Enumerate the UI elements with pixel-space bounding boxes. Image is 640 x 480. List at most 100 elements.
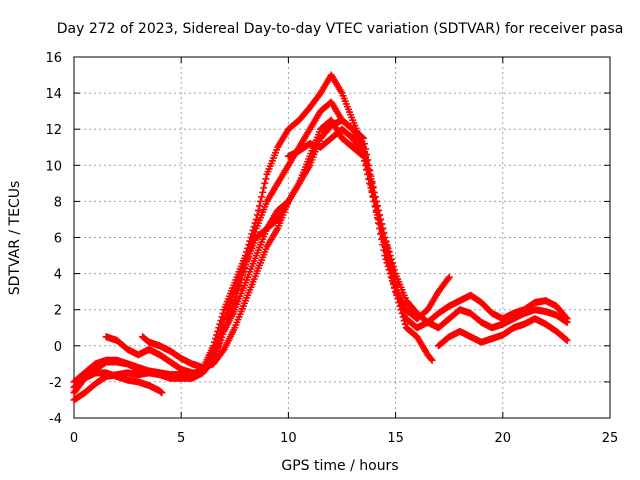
y-tick-label: 16: [45, 51, 62, 66]
data-point: [427, 355, 435, 363]
data-point: [235, 282, 243, 290]
y-axis-label: SDTVAR / TECUs: [7, 181, 23, 296]
data-point: [365, 175, 373, 183]
data-point: [362, 145, 370, 153]
data-point: [396, 302, 404, 310]
data-point: [362, 161, 370, 169]
data-point: [254, 206, 262, 214]
data-point: [380, 229, 388, 237]
data-point: [218, 330, 226, 338]
data-point: [219, 327, 227, 335]
data-point: [398, 309, 406, 317]
data-point: [233, 289, 241, 297]
series-track-5: [102, 116, 571, 377]
data-point: [214, 343, 222, 351]
y-tick-label: 4: [54, 268, 62, 283]
data-point: [376, 211, 384, 219]
data-point: [389, 279, 397, 287]
data-point: [445, 273, 453, 281]
x-tick-label: 20: [495, 431, 512, 446]
data-point: [377, 215, 385, 223]
data-point: [397, 306, 405, 314]
data-point: [258, 193, 266, 201]
data-point: [251, 228, 259, 236]
y-tick-label: -4: [49, 412, 62, 427]
data-point: [381, 234, 389, 241]
data-point: [368, 188, 376, 196]
y-tick-label: 14: [45, 87, 62, 102]
y-tick-label: -2: [49, 376, 62, 391]
x-tick-label: 10: [280, 431, 297, 446]
data-point: [388, 259, 396, 267]
data-point: [215, 340, 223, 348]
data-point: [358, 133, 366, 141]
data-point: [379, 224, 387, 232]
data-point: [231, 297, 239, 305]
chart-title: Day 272 of 2023, Sidereal Day-to-day VTE…: [57, 21, 624, 37]
data-point: [260, 184, 268, 192]
data-point: [366, 179, 374, 187]
data-point: [562, 335, 570, 343]
data-point: [158, 389, 166, 397]
data-point: [261, 179, 269, 187]
data-point: [236, 279, 244, 287]
data-point: [361, 140, 369, 148]
x-tick-label: 25: [602, 431, 619, 446]
x-tick-label: 0: [70, 431, 78, 446]
data-point: [394, 295, 402, 303]
data-points: [70, 71, 571, 404]
data-point: [213, 346, 221, 354]
data-point: [234, 286, 242, 294]
data-point: [239, 268, 247, 276]
data-point: [378, 220, 386, 228]
data-point: [563, 336, 571, 344]
data-point: [444, 275, 452, 283]
data-point: [382, 237, 390, 245]
data-point: [216, 337, 224, 345]
data-point: [399, 313, 407, 321]
data-point: [385, 248, 393, 256]
data-point: [255, 202, 263, 210]
x-tick-label: 15: [387, 431, 404, 446]
x-tick-label: 5: [177, 431, 185, 446]
data-point: [359, 152, 367, 160]
data-point: [391, 266, 399, 274]
data-point: [240, 264, 248, 272]
data-point: [400, 317, 408, 325]
data-point: [259, 188, 267, 196]
y-tick-label: 8: [54, 195, 62, 210]
data-point: [217, 333, 225, 341]
data-point: [367, 184, 375, 192]
data-point: [383, 241, 391, 249]
data-point: [388, 274, 396, 282]
data-point: [237, 275, 245, 283]
y-tick-label: 0: [54, 340, 62, 355]
data-point: [284, 197, 292, 205]
data-point: [232, 293, 240, 301]
data-point: [238, 271, 246, 279]
data-point: [363, 166, 371, 174]
data-point: [366, 167, 374, 175]
data-point: [389, 262, 397, 270]
data-point: [219, 347, 227, 355]
data-point: [392, 288, 400, 296]
data-point: [563, 318, 571, 326]
data-point: [369, 193, 377, 201]
y-tick-label: 12: [45, 123, 62, 138]
data-point: [384, 256, 392, 264]
data-point: [157, 388, 165, 396]
data-point: [359, 134, 367, 142]
data-point: [373, 202, 381, 210]
data-point: [370, 197, 378, 205]
data-point: [364, 170, 372, 178]
y-tick-label: 6: [54, 232, 62, 247]
data-point: [393, 291, 401, 299]
x-axis-label: GPS time / hours: [281, 458, 398, 474]
data-point: [361, 157, 369, 165]
data-point: [257, 197, 265, 205]
y-tick-label: 2: [54, 304, 62, 319]
data-point: [428, 356, 436, 364]
data-point: [387, 255, 395, 263]
data-point: [252, 215, 260, 223]
